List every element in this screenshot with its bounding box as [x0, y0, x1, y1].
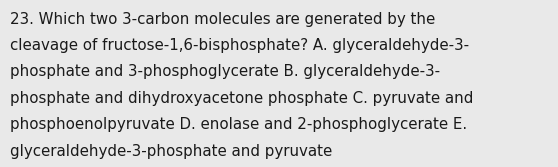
Text: glyceraldehyde-3-phosphate and pyruvate: glyceraldehyde-3-phosphate and pyruvate [10, 144, 333, 159]
Text: phosphate and 3-phosphoglycerate B. glyceraldehyde-3-: phosphate and 3-phosphoglycerate B. glyc… [10, 64, 440, 79]
Text: 23. Which two 3-carbon molecules are generated by the: 23. Which two 3-carbon molecules are gen… [10, 12, 435, 27]
Text: phosphoenolpyruvate D. enolase and 2-phosphoglycerate E.: phosphoenolpyruvate D. enolase and 2-pho… [10, 117, 467, 132]
Text: phosphate and dihydroxyacetone phosphate C. pyruvate and: phosphate and dihydroxyacetone phosphate… [10, 91, 473, 106]
Text: cleavage of fructose-1,6-bisphosphate? A. glyceraldehyde-3-: cleavage of fructose-1,6-bisphosphate? A… [10, 38, 469, 53]
